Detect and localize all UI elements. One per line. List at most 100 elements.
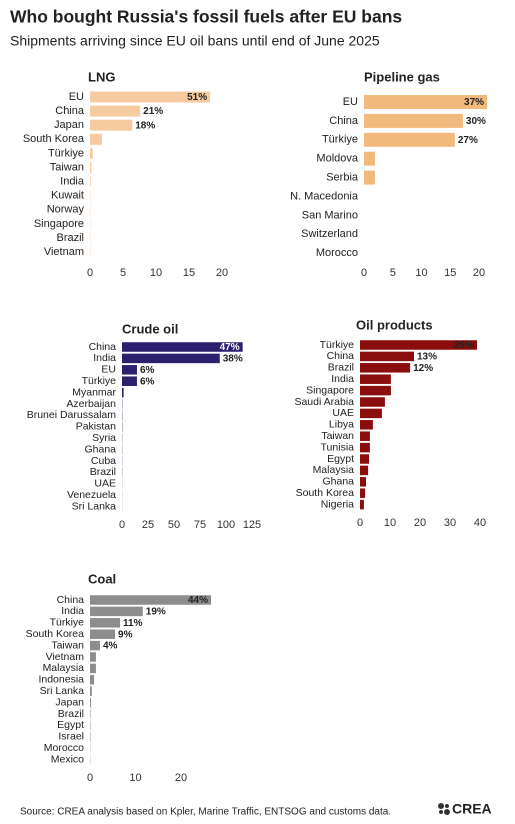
category-label: Singapore [34, 218, 84, 230]
x-tick-label: 0 [361, 267, 367, 279]
bar [90, 606, 143, 617]
panel-title: LNG [88, 69, 115, 84]
category-label: Norway [47, 204, 85, 216]
bar [90, 697, 91, 708]
x-tick-label: 30 [444, 517, 456, 529]
category-label: Myanmar [72, 386, 116, 398]
data-label: 9% [118, 629, 133, 640]
category-label: Malaysia [43, 662, 85, 674]
bar [90, 629, 116, 639]
data-label: 4% [103, 641, 118, 652]
category-label: Taiwan [50, 161, 84, 173]
data-label: 26% [454, 340, 474, 351]
category-label: Singapore [306, 384, 354, 396]
category-label: South Korea [26, 628, 85, 640]
category-label: India [61, 605, 84, 617]
category-label: Türkiye [50, 617, 85, 629]
x-tick-label: 125 [243, 519, 261, 531]
data-label: 19% [146, 607, 166, 618]
bar [122, 353, 220, 364]
x-tick-label: 15 [444, 267, 456, 279]
x-tick-label: 10 [384, 517, 396, 529]
data-label: 13% [417, 352, 437, 363]
x-tick-label: 20 [473, 267, 485, 279]
bar [90, 595, 212, 605]
category-label: Japan [54, 119, 84, 131]
x-tick-label: 75 [194, 519, 206, 531]
category-label: Vietnam [46, 651, 85, 663]
bar [90, 686, 92, 696]
category-label: Türkiye [48, 147, 84, 159]
source: Source: CREA analysis based on Kpler, Ma… [20, 807, 391, 818]
category-label: Brazil [328, 362, 354, 374]
x-tick-label: 10 [415, 267, 427, 279]
bar [364, 170, 375, 185]
x-tick-label: 0 [357, 517, 363, 529]
category-label: N. Macedonia [290, 190, 359, 202]
x-tick-label: 25 [142, 519, 154, 531]
category-label: EU [343, 96, 358, 108]
category-label: Türkiye [82, 375, 117, 387]
bar [90, 162, 92, 173]
category-label: Tunisia [321, 441, 355, 453]
data-label: 18% [135, 120, 155, 131]
category-label: China [89, 341, 117, 353]
x-tick-label: 40 [474, 517, 486, 529]
category-label: Morocco [316, 247, 358, 259]
category-label: Brunei Darussalam [27, 409, 117, 421]
bar [364, 151, 375, 166]
panel-title: Oil products [356, 317, 433, 332]
category-label: Malaysia [313, 464, 355, 476]
category-label: Serbia [326, 172, 359, 184]
x-tick-label: 0 [119, 519, 125, 531]
category-label: Brazil [58, 708, 84, 720]
data-label: 6% [140, 365, 155, 376]
bar [90, 91, 211, 103]
bar [360, 465, 369, 476]
category-label: China [329, 115, 359, 127]
bar [90, 147, 93, 159]
category-label: Venezuela [67, 489, 116, 501]
title: Who bought Russia's fossil fuels after E… [10, 7, 402, 27]
bar [360, 431, 370, 441]
data-label: 47% [220, 342, 240, 353]
x-tick-label: 15 [183, 267, 195, 279]
bar [364, 95, 488, 109]
x-tick-label: 0 [87, 772, 93, 784]
category-label: EU [101, 364, 116, 376]
data-label: 27% [458, 135, 478, 146]
bar [122, 376, 137, 386]
bar [360, 363, 411, 373]
category-label: Ghana [322, 476, 354, 488]
data-label: 38% [223, 354, 243, 365]
bar [360, 488, 366, 498]
data-label: 30% [466, 116, 486, 127]
category-label: China [55, 105, 85, 117]
bar [90, 119, 133, 131]
category-label: Türkiye [320, 339, 355, 351]
bar [360, 340, 477, 350]
data-label: 6% [140, 376, 155, 387]
category-label: China [327, 350, 355, 362]
category-label: South Korea [296, 487, 355, 499]
category-label: San Marino [302, 209, 358, 221]
x-tick-label: 20 [175, 772, 187, 784]
bar [90, 675, 95, 685]
bar [90, 652, 96, 662]
bar [90, 640, 101, 651]
logo: CREA [452, 801, 492, 817]
category-label: Mexico [51, 753, 84, 765]
bar [360, 351, 414, 362]
bar [360, 442, 370, 453]
bar [90, 618, 121, 628]
category-label: Sri Lanka [40, 685, 85, 697]
bar [90, 176, 91, 188]
bar [90, 663, 96, 674]
category-label: Ghana [84, 443, 116, 455]
category-label: Libya [329, 419, 354, 431]
category-label: UAE [332, 407, 354, 419]
category-label: Japan [55, 696, 84, 708]
x-tick-label: 20 [414, 517, 426, 529]
category-label: Syria [92, 432, 116, 444]
bar [122, 387, 124, 398]
